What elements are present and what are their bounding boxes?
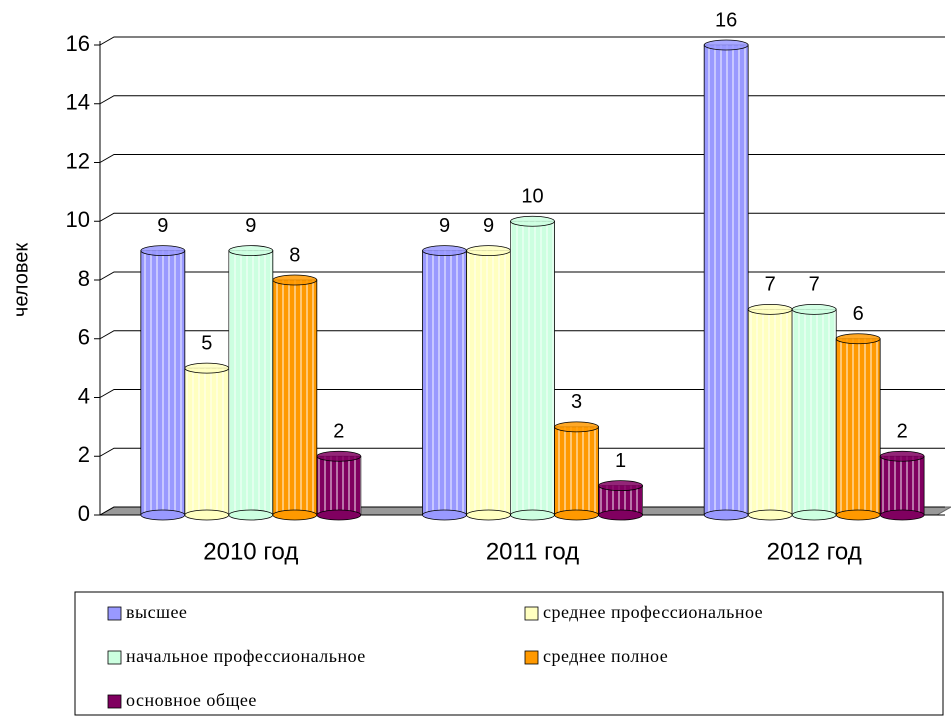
bar-stripes [510, 221, 555, 515]
bar-stripes [792, 309, 837, 515]
value-label: 9 [245, 215, 256, 237]
bar-top [140, 245, 186, 257]
bar-stripes [272, 280, 317, 515]
bar-top [703, 39, 749, 51]
value-label: 6 [853, 303, 864, 325]
value-label: 9 [483, 215, 494, 237]
value-label: 9 [439, 215, 450, 237]
grid-line [99, 271, 945, 281]
bar-bottom [184, 509, 230, 521]
bar-top [510, 215, 555, 227]
bar-stripes [836, 338, 881, 515]
value-label: 2 [897, 421, 908, 443]
bar-top [835, 333, 881, 345]
bar-top [228, 245, 274, 257]
value-label: 8 [289, 244, 300, 266]
bar-top [184, 362, 230, 374]
y-tick-label: 2 [78, 442, 90, 467]
bar-bottom [422, 509, 467, 521]
grid-line [99, 36, 945, 46]
legend-swatch [107, 606, 122, 621]
legend-swatch [107, 650, 122, 665]
bar-bottom [272, 509, 318, 521]
value-label: 16 [715, 9, 737, 31]
legend-label: среднее полное [543, 646, 668, 666]
bar-bottom [703, 509, 749, 521]
bar-bottom [140, 509, 186, 521]
bar-stripes [228, 250, 273, 515]
legend-swatch [107, 694, 122, 709]
legend-label: среднее профессиональное [543, 602, 763, 622]
bar-bottom [510, 509, 555, 521]
x-tick-label: 2010 год [203, 538, 298, 565]
legend-box [74, 591, 944, 716]
value-label: 10 [521, 186, 543, 208]
bar-bottom [598, 509, 643, 521]
grid-line [99, 330, 945, 340]
bar-top [316, 450, 362, 462]
bar-bottom [791, 509, 837, 521]
grid-line [99, 95, 945, 105]
y-tick-label: 8 [78, 266, 90, 291]
y-tick-label: 4 [78, 383, 90, 408]
y-tick-label: 14 [66, 90, 90, 115]
bar-top [598, 480, 643, 492]
y-tick-label: 10 [66, 207, 90, 232]
legend-label: начальное профессиональное [126, 646, 366, 666]
y-tick-label: 16 [66, 31, 90, 56]
value-label: 5 [201, 332, 212, 354]
legend-swatch [524, 650, 539, 665]
value-label: 7 [765, 274, 776, 296]
value-label: 3 [571, 391, 582, 413]
bar-top [791, 303, 837, 315]
bar-top [422, 245, 467, 257]
grid-line [99, 389, 945, 398]
bar-bottom [466, 509, 511, 521]
grid-line [99, 154, 945, 163]
grid-line [99, 212, 945, 222]
y-tick-label: 0 [78, 501, 90, 526]
value-label: 9 [157, 215, 168, 237]
bar-top [747, 303, 793, 315]
bar-stripes [704, 45, 749, 515]
bar-top [466, 245, 511, 257]
bar-stripes [184, 368, 229, 515]
bar-bottom [835, 509, 881, 521]
bar-bottom [554, 509, 599, 521]
legend-swatch [524, 606, 539, 621]
bar-stripes [422, 250, 467, 515]
x-tick-label: 2011 год [486, 538, 579, 565]
bar-bottom [228, 509, 274, 521]
grid-line [99, 447, 945, 457]
y-axis-label: человек [10, 243, 32, 317]
legend-label: основное общее [126, 690, 257, 710]
bar-top [554, 421, 599, 433]
bar-top [879, 450, 925, 462]
bar-bottom [879, 509, 925, 521]
value-label: 7 [809, 274, 820, 296]
bar-top [272, 274, 318, 286]
value-label: 1 [615, 450, 626, 472]
legend-label: высшее [126, 602, 187, 622]
bar-stripes [554, 426, 599, 515]
bar-bottom [316, 509, 362, 521]
bar-stripes [466, 250, 511, 515]
y-tick-label: 6 [78, 325, 90, 350]
bar-stripes [748, 309, 793, 515]
bar-bottom [747, 509, 793, 521]
bar-stripes [140, 250, 185, 515]
bar-stripes [316, 456, 361, 515]
bar-stripes [880, 456, 925, 515]
y-tick-label: 12 [66, 148, 90, 173]
grid-line [99, 506, 945, 516]
value-label: 2 [333, 421, 344, 443]
x-tick-label: 2012 год [767, 538, 862, 565]
